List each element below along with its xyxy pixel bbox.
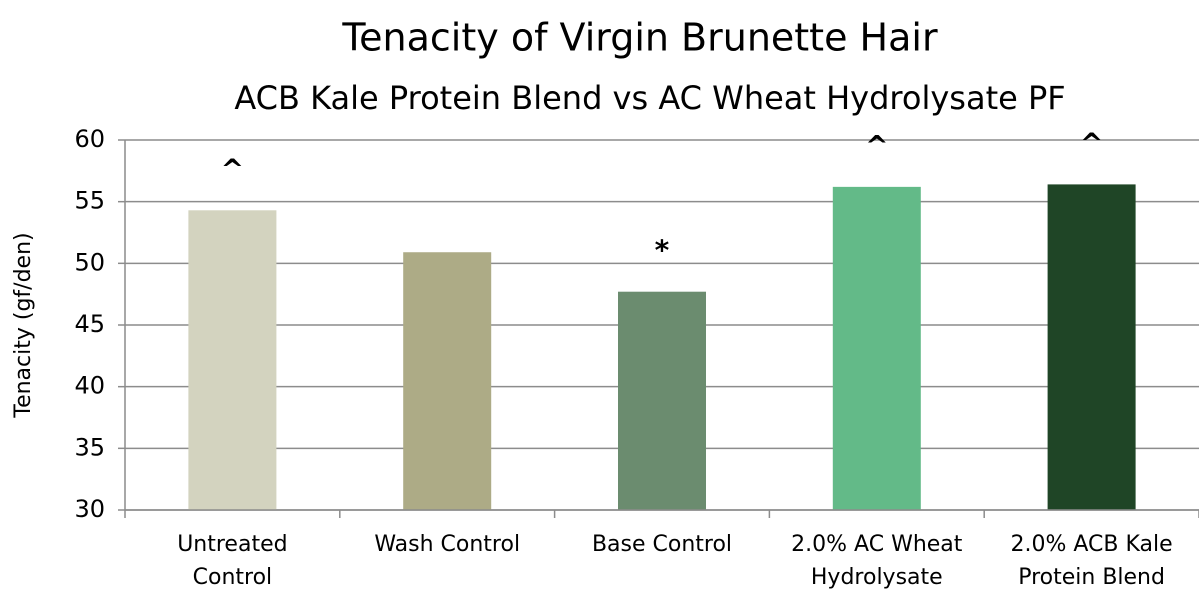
y-tick-label: 60 (74, 125, 105, 153)
x-tick-label: Wash Control (374, 532, 521, 557)
bar (1047, 184, 1136, 510)
x-tick-label: 2.0% ACB Kale Protein Blend (1010, 532, 1173, 590)
y-tick-label: 45 (74, 310, 105, 338)
bar (188, 210, 277, 511)
y-tick-label: 35 (74, 433, 105, 461)
x-tick-label: Base Control (591, 532, 733, 557)
chart-subtitle: ACB Kale Protein Blend vs AC Wheat Hydro… (234, 79, 1065, 117)
bar-annotation: ^ (865, 129, 888, 162)
bar-annotation: ^ (221, 152, 244, 185)
y-tick-label: 50 (74, 248, 105, 276)
y-axis-label: Tenacity (gf/den) (11, 232, 36, 418)
bar (403, 252, 492, 510)
y-tick-label: 55 (74, 187, 105, 215)
x-tick-label: 2.0% AC Wheat Hydrolysate (791, 532, 963, 590)
y-tick-label: 30 (74, 495, 105, 523)
bar (832, 186, 921, 510)
chart-title: Tenacity of Virgin Brunette Hair (341, 16, 938, 60)
x-tick-label: Untreated Control (177, 532, 288, 590)
bar-annotation: * (655, 234, 670, 267)
bar (618, 291, 706, 510)
bar-annotation: ^ (1080, 126, 1103, 159)
y-tick-label: 40 (74, 372, 105, 400)
